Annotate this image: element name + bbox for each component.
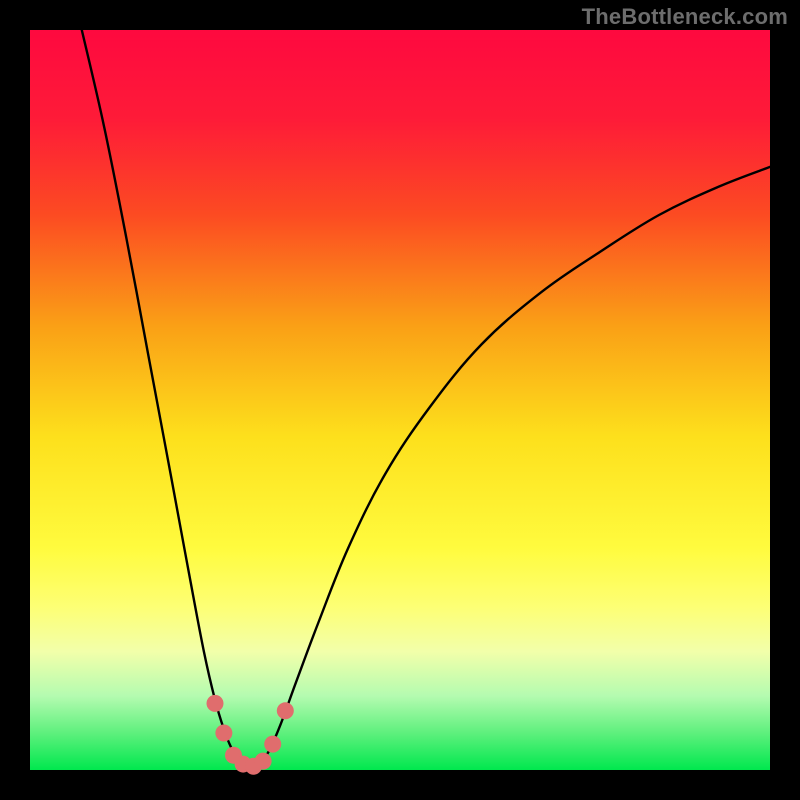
chart-stage: TheBottleneck.com bbox=[0, 0, 800, 800]
plot-background-gradient bbox=[30, 30, 770, 770]
bottleneck-curve-chart bbox=[0, 0, 800, 800]
watermark-text: TheBottleneck.com bbox=[582, 4, 788, 30]
marker-point bbox=[207, 695, 224, 712]
marker-point bbox=[264, 736, 281, 753]
marker-point bbox=[255, 753, 272, 770]
marker-point bbox=[215, 725, 232, 742]
marker-point bbox=[277, 702, 294, 719]
